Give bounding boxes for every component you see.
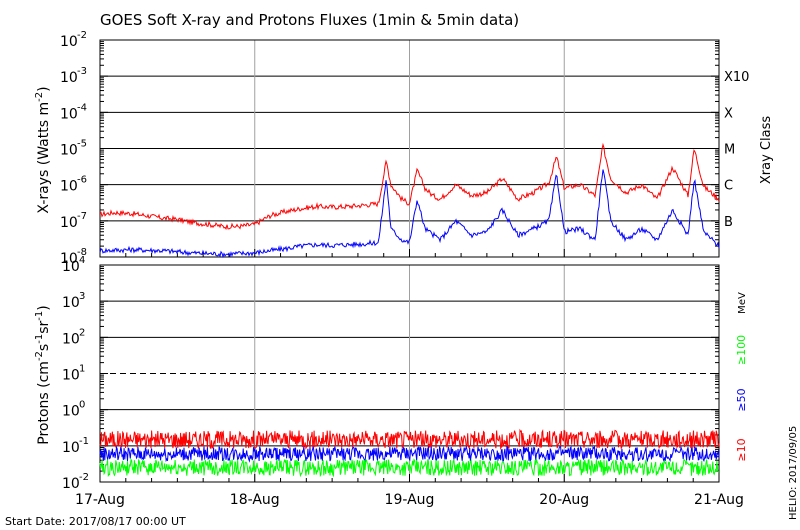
proton-series-red	[99, 428, 720, 451]
proton-y-tick-label: 10 -1	[62, 436, 89, 456]
xray-y-axis-label-close: )	[36, 86, 52, 91]
proton-y-tick-base: 10	[62, 259, 80, 275]
xray-y-tick-label: 10 -5	[60, 139, 87, 159]
xray-y-axis-label: X-rays (Watts m-2)	[34, 86, 52, 213]
xray-y-tick-label: 10 -6	[60, 175, 87, 195]
xray-y-tick-label: 10 -4	[60, 102, 87, 122]
proton-y-tick-exp: 0	[79, 400, 85, 411]
proton-y-axis-label-part: sr	[36, 320, 52, 333]
proton-y-tick-base: 10	[62, 295, 80, 311]
proton-y-tick-base: 10	[62, 331, 80, 347]
proton-y-tick-exp: 2	[79, 327, 85, 338]
proton-y-tick-base: 10	[62, 440, 80, 456]
xray-right-axis-label: Xray Class	[759, 116, 774, 184]
proton-10-label: ≥10	[735, 438, 748, 461]
proton-100-label: ≥100	[735, 335, 748, 365]
helio-date: HELIO: 2017/09/05	[788, 426, 799, 520]
proton-y-tick-label: 10 4	[62, 255, 85, 275]
x-tick-label: 17-Aug	[75, 492, 125, 508]
xray-y-tick-base: 10	[60, 143, 78, 159]
xray-y-tick-exp: -5	[77, 139, 87, 150]
xray-y-tick-base: 10	[60, 70, 78, 86]
proton-y-tick-exp: -1	[79, 436, 89, 447]
proton-unit-label: MeV	[737, 292, 748, 314]
proton-y-tick-label: 10 2	[62, 327, 85, 347]
xray-y-axis-label-main: X-rays (Watts m	[36, 102, 52, 214]
xray-y-tick-base: 10	[60, 34, 78, 50]
x-tick-label: 20-Aug	[539, 492, 589, 508]
xray-class-label: M	[724, 143, 735, 158]
xray-y-tick-exp: -7	[77, 211, 87, 222]
proton-y-axis-label: Protons (cm-2s-1sr-1)	[34, 305, 52, 444]
proton-series-green	[99, 458, 720, 478]
xray-y-tick-base: 10	[60, 215, 78, 231]
proton-y-tick-exp: 1	[79, 364, 85, 375]
xray-series-blue	[99, 169, 720, 259]
proton-y-tick-base: 10	[62, 404, 80, 420]
xray-y-tick-label: 10 -8	[60, 247, 87, 267]
proton-y-axis-label-part: -1	[34, 334, 45, 344]
proton-50-label: ≥50	[735, 388, 748, 411]
xray-class-label: X	[724, 106, 733, 121]
xray-y-tick-exp: -6	[77, 175, 87, 186]
start-date: Start Date: 2017/08/17 00:00 UT	[5, 515, 186, 528]
proton-y-tick-label: 10 3	[62, 291, 85, 311]
x-tick-label: 21-Aug	[694, 492, 744, 508]
xray-class-label: C	[724, 179, 733, 194]
xray-y-tick-base: 10	[60, 106, 78, 122]
xray-series-red	[99, 142, 720, 230]
xray-y-axis-label-sup: -2	[34, 92, 45, 102]
x-tick-label: 19-Aug	[385, 492, 435, 508]
proton-y-axis-label-part: )	[36, 305, 52, 310]
proton-y-axis-label-part: Protons (cm	[36, 361, 52, 445]
xray-class-label: X10	[724, 70, 749, 85]
xray-y-tick-label: 10 -2	[60, 30, 87, 50]
chart-title: GOES Soft X-ray and Protons Fluxes (1min…	[100, 11, 519, 29]
proton-y-tick-label: 10 1	[62, 364, 85, 384]
proton-y-axis-label-part: -2	[34, 351, 45, 361]
proton-y-tick-base: 10	[62, 368, 80, 384]
proton-series-blue	[99, 445, 720, 463]
xray-y-tick-base: 10	[60, 251, 78, 267]
proton-y-tick-exp: 4	[79, 255, 85, 266]
xray-y-tick-exp: -4	[77, 102, 87, 113]
proton-y-tick-exp: -2	[79, 472, 89, 483]
xray-y-tick-exp: -8	[77, 247, 87, 258]
xray-y-tick-exp: -2	[77, 30, 87, 41]
xray-y-tick-label: 10 -3	[60, 66, 87, 86]
x-tick-label: 18-Aug	[230, 492, 280, 508]
proton-y-axis-label-part: -1	[34, 311, 45, 321]
proton-y-tick-label: 10 -2	[62, 472, 89, 492]
proton-y-axis-label-part: s	[36, 344, 52, 351]
xray-y-tick-exp: -3	[77, 66, 87, 77]
xray-class-label: B	[724, 215, 733, 230]
xray-y-tick-label: 10 -7	[60, 211, 87, 231]
proton-y-tick-label: 10 0	[62, 400, 85, 420]
proton-y-tick-exp: 3	[79, 291, 85, 302]
xray-y-tick-base: 10	[60, 179, 78, 195]
proton-y-tick-base: 10	[62, 476, 80, 492]
